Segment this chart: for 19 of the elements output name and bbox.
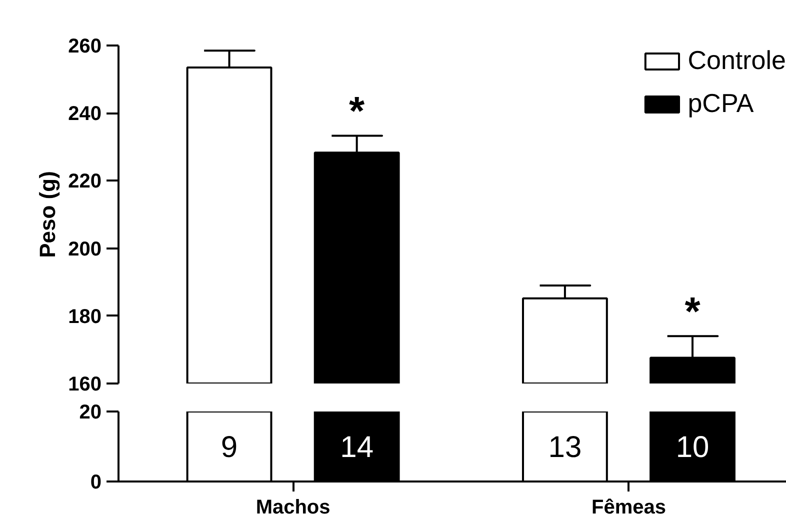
y-axis-title: Peso (g) xyxy=(35,171,60,258)
annotation: 13 xyxy=(548,431,582,464)
annotation: 14 xyxy=(340,431,374,464)
y-tick-label: 220 xyxy=(68,170,102,193)
annotation: 9 xyxy=(220,431,238,464)
y-tick-label: 240 xyxy=(68,103,102,126)
x-tick-label: Fêmeas xyxy=(591,496,666,518)
y-tick-label: 0 xyxy=(90,472,102,494)
legend-label: pCPA xyxy=(688,88,754,119)
legend-label: Controle xyxy=(688,45,786,76)
annotation: 10 xyxy=(676,431,710,464)
y-tick-label: 260 xyxy=(68,36,102,58)
y-tick-label: 160 xyxy=(68,374,102,396)
y-tick-label: 20 xyxy=(79,402,102,424)
x-tick-label: Machos xyxy=(256,496,330,518)
annotation: * xyxy=(684,290,701,334)
annotation: * xyxy=(349,90,366,134)
y-tick-label: 180 xyxy=(68,306,102,328)
y-tick-label: 200 xyxy=(68,238,102,260)
